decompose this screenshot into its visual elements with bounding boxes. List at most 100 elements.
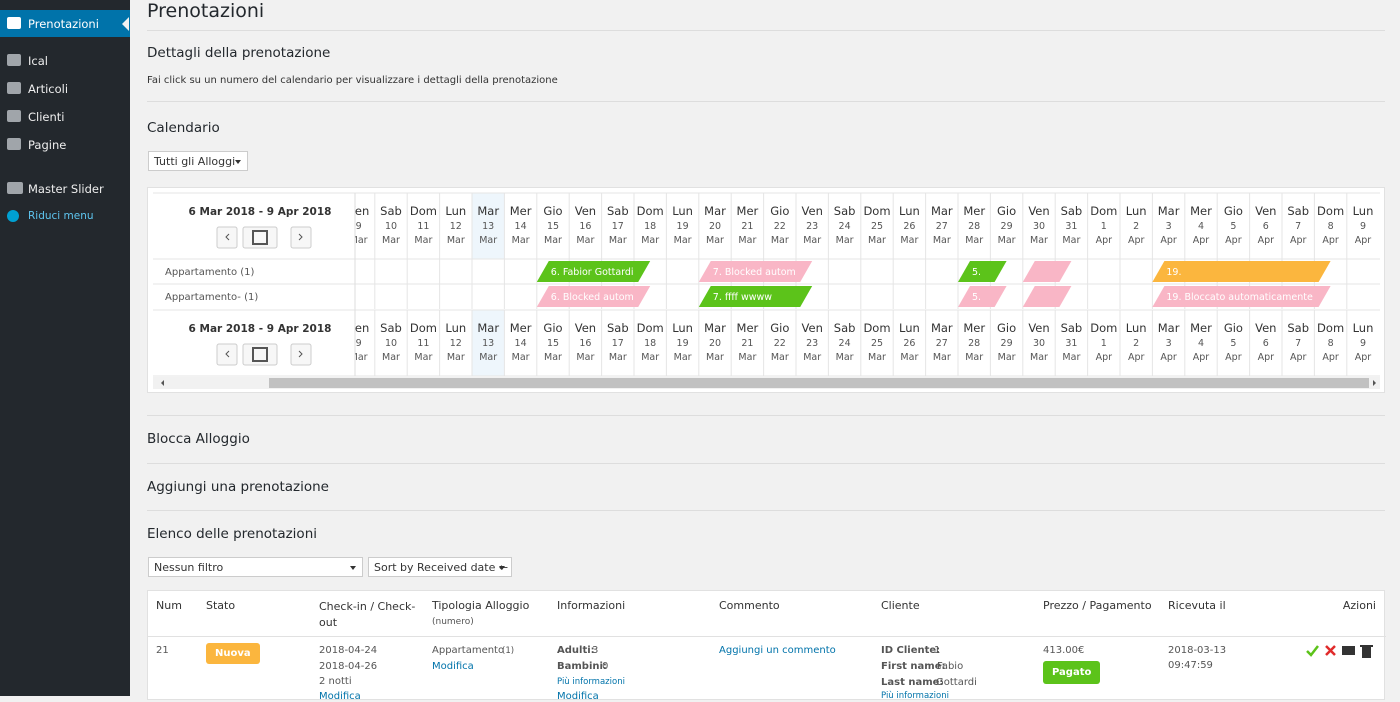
day-label: Sab (607, 204, 629, 218)
section-title[interactable]: Aggiungi una prenotazione (147, 479, 329, 495)
actions (1306, 645, 1373, 658)
column-header: Tipologia Alloggio (432, 599, 530, 612)
select[interactable]: Tutti gli Alloggi (148, 151, 248, 171)
day-label: Mer (963, 204, 985, 218)
day-label: 14 (515, 338, 527, 349)
label: ID Cliente: (881, 645, 941, 656)
nav-button[interactable] (242, 343, 278, 366)
booking-bar[interactable] (698, 261, 813, 282)
day-label: Mer (737, 321, 759, 335)
day-label: 29 (1001, 221, 1013, 232)
booking-label: 6. Blocked autom (551, 292, 634, 303)
column-header: Num (156, 599, 182, 612)
active-notch (122, 17, 129, 31)
day-label: Mar (544, 352, 562, 363)
day-label: Mar (512, 235, 530, 246)
day-label: Mar (479, 235, 497, 246)
day-label: Mar (738, 352, 756, 363)
link[interactable]: Modifica (319, 691, 361, 702)
day-label: Mar (1158, 321, 1180, 335)
day-label: Apr (1290, 235, 1307, 246)
day-label: Lun (1126, 204, 1147, 218)
day-label: Mar (706, 235, 724, 246)
booking-bar[interactable] (536, 261, 651, 282)
day-label: 13 (482, 221, 494, 232)
link[interactable]: Più informazioni (557, 677, 625, 687)
mail-icon[interactable] (1342, 646, 1355, 655)
day-label: 17 (612, 221, 624, 232)
menu-item[interactable]: Clienti (28, 110, 65, 124)
day-label: 1 (1101, 221, 1107, 232)
day-label: Mar (447, 235, 465, 246)
scroll-thumb[interactable] (269, 378, 1369, 388)
section-title[interactable]: Blocca Alloggio (147, 431, 250, 447)
day-label: 5 (1230, 221, 1236, 232)
booking-bar[interactable] (536, 286, 651, 307)
link[interactable]: Modifica (432, 661, 474, 672)
booking-bar[interactable] (958, 286, 1007, 307)
active-item[interactable] (0, 10, 130, 37)
menu-item[interactable]: Ical (28, 54, 48, 68)
day-label: 27 (936, 221, 948, 232)
link[interactable]: Modifica (557, 691, 599, 702)
day-label: Apr (1160, 352, 1177, 363)
day-label: 20 (709, 221, 721, 232)
day-label: Mar (998, 352, 1016, 363)
day-label: Mer (510, 204, 532, 218)
day-label: Ven (348, 321, 369, 335)
booking-bar[interactable] (1152, 261, 1331, 282)
day-label: Dom (1317, 321, 1344, 335)
day-label: 19 (677, 221, 689, 232)
booking-bar[interactable] (958, 261, 1007, 282)
booking-bar[interactable] (1152, 286, 1331, 307)
day-label: 23 (806, 338, 818, 349)
day-label: Mar (544, 235, 562, 246)
day-label: Apr (1258, 235, 1275, 246)
day-label: 26 (903, 338, 915, 349)
cell: 1 (934, 645, 941, 656)
cell: 3 (592, 645, 599, 656)
approve-icon[interactable] (1306, 645, 1319, 657)
day-label: Lun (899, 204, 920, 218)
menu-item[interactable]: Prenotazioni (28, 17, 99, 31)
day-label: Mar (1158, 204, 1180, 218)
menu-item[interactable]: Articoli (28, 82, 69, 96)
menu-item[interactable]: Pagine (28, 138, 67, 152)
nav-button[interactable] (242, 226, 278, 249)
day-label: 26 (903, 221, 915, 232)
select[interactable]: Sort by Received date ← (368, 557, 512, 577)
day-label: Mar (868, 352, 886, 363)
cell: (1) (502, 646, 515, 656)
day-label: Ven (348, 204, 369, 218)
day-label: Mar (1030, 352, 1048, 363)
link[interactable]: Più informazioni (881, 691, 949, 701)
delete-icon[interactable] (1362, 647, 1371, 658)
calendar-icon (252, 230, 268, 245)
column-header: Prezzo / Pagamento (1043, 599, 1152, 612)
select[interactable]: Nessun filtro (148, 557, 363, 577)
day-label: 7 (1295, 221, 1301, 232)
day-label: Ven (802, 321, 823, 335)
menu-item[interactable]: Riduci menu (28, 210, 94, 222)
link[interactable]: Aggiungi un commento (719, 645, 836, 656)
label: Last name: (881, 677, 944, 688)
day-label: Sab (1061, 321, 1083, 335)
menu-item[interactable]: Master Slider (28, 182, 104, 196)
help-text: Fai click su un numero del calendario pe… (147, 75, 558, 86)
booking-bar[interactable] (698, 286, 813, 307)
day-label: Mar (931, 321, 953, 335)
day-label: Dom (863, 321, 890, 335)
day-label: 28 (968, 338, 980, 349)
booking-label: 19. (1166, 267, 1181, 278)
day-label: Apr (1322, 235, 1339, 246)
row-divider (148, 636, 1386, 637)
day-label: 24 (839, 338, 851, 349)
divider (147, 415, 1385, 416)
day-label: Sab (607, 321, 629, 335)
day-label: Mar (900, 352, 918, 363)
day-label: 20 (709, 338, 721, 349)
day-label: 17 (612, 338, 624, 349)
reject-icon[interactable] (1325, 645, 1336, 656)
day-label: Dom (1090, 321, 1117, 335)
day-label: Sab (834, 321, 856, 335)
